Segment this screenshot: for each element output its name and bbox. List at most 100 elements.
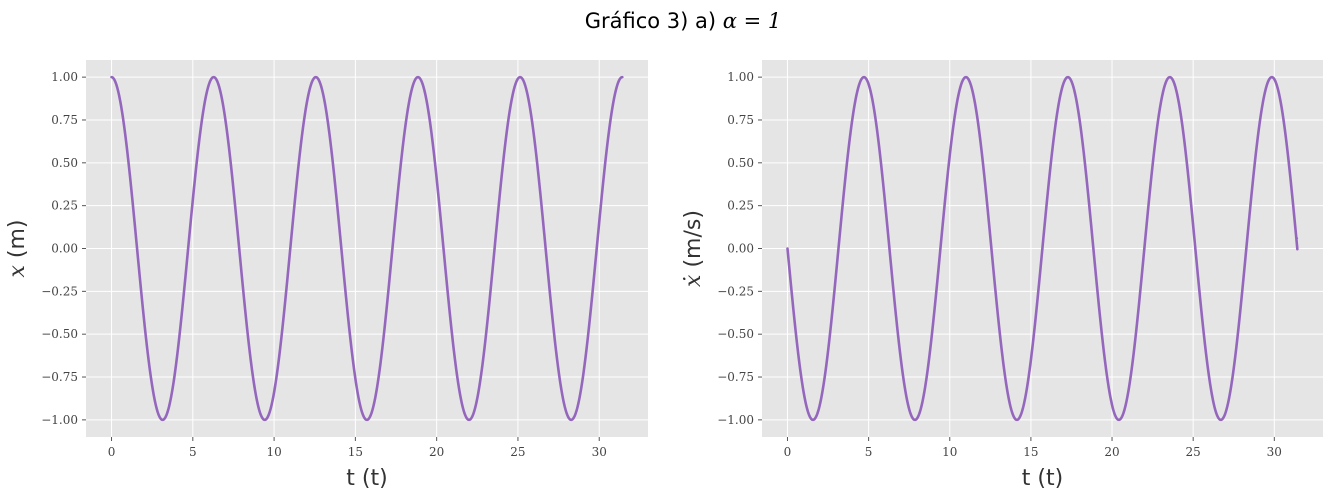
y-axis-label-unit: (m) <box>5 219 30 265</box>
x-tick-label: 30 <box>1267 445 1282 459</box>
y-tick-label: 0.75 <box>727 113 754 127</box>
data-point <box>212 76 215 78</box>
data-point <box>824 369 827 371</box>
data-point <box>442 247 445 250</box>
data-point <box>136 247 138 250</box>
y-tick-label: −0.50 <box>41 327 78 341</box>
data-point <box>544 247 547 250</box>
x-axis-label: t (t) <box>1022 466 1063 491</box>
y-tick-label: 0.50 <box>51 156 78 170</box>
y-tick-label: −0.50 <box>717 327 754 341</box>
data-point <box>1143 247 1146 250</box>
y-tick-label: −0.25 <box>717 284 754 298</box>
data-point <box>1296 237 1299 240</box>
data-point <box>110 76 113 78</box>
data-point <box>481 369 483 371</box>
data-point <box>1271 76 1273 78</box>
data-point <box>506 126 509 128</box>
data-point <box>1016 419 1018 421</box>
data-point <box>187 247 189 250</box>
data-point <box>621 76 624 78</box>
data-point <box>123 126 126 128</box>
data-point <box>1041 247 1044 250</box>
data-point <box>493 247 496 250</box>
data-point <box>468 419 470 421</box>
data-point <box>914 419 916 421</box>
data-point <box>1079 126 1082 128</box>
data-point <box>812 419 814 421</box>
data-point <box>608 126 611 128</box>
y-tick-label: −0.75 <box>41 370 78 384</box>
data-point <box>1258 126 1260 128</box>
y-tick-label: 0.50 <box>727 156 754 170</box>
data-point <box>263 419 266 421</box>
data-point <box>1003 369 1005 371</box>
data-point <box>1092 247 1095 250</box>
data-point <box>200 126 202 128</box>
data-point <box>570 419 572 421</box>
x-tick-label: 0 <box>784 445 792 459</box>
data-point <box>1245 247 1248 250</box>
data-point <box>1181 126 1184 128</box>
y-tick-label: 1.00 <box>727 70 754 84</box>
x-tick-label: 10 <box>266 445 281 459</box>
data-point <box>901 369 904 371</box>
x-tick-label: 20 <box>1104 445 1119 459</box>
data-point <box>455 369 458 371</box>
x-tick-label: 5 <box>189 445 197 459</box>
x-tick-label: 25 <box>510 445 525 459</box>
y-tick-label: −1.00 <box>41 413 78 427</box>
y-axis-label: x (m) <box>5 219 30 277</box>
data-point <box>965 76 967 78</box>
data-point <box>926 369 929 371</box>
data-point <box>519 76 521 78</box>
data-point <box>225 126 228 128</box>
x-tick-label: 30 <box>592 445 607 459</box>
data-point <box>837 247 840 250</box>
y-tick-label: 1.00 <box>51 70 78 84</box>
x-tick-label: 15 <box>348 445 363 459</box>
y-tick-label: 0.25 <box>51 199 78 213</box>
y-axis-label-symbol: x <box>5 265 30 278</box>
data-point <box>850 126 853 128</box>
data-point <box>429 126 432 128</box>
x-tick-label: 25 <box>1186 445 1201 459</box>
data-point <box>391 247 394 250</box>
y-tick-label: −0.25 <box>41 284 78 298</box>
y-tick-label: −1.00 <box>717 413 754 427</box>
data-point <box>1156 126 1158 128</box>
data-point <box>378 369 381 371</box>
data-point <box>366 419 368 421</box>
data-point <box>174 369 177 371</box>
data-point <box>149 369 151 371</box>
y-axis-label-unit: (m/s) <box>681 210 706 274</box>
data-point <box>1105 369 1107 371</box>
y-axis-label-symbol: ẋ <box>681 274 706 287</box>
data-point <box>1207 369 1209 371</box>
x-tick-label: 0 <box>108 445 116 459</box>
data-point <box>532 126 534 128</box>
y-tick-label: −0.75 <box>717 370 754 384</box>
data-point <box>888 247 891 250</box>
data-point <box>327 126 330 128</box>
data-point <box>1283 126 1286 128</box>
y-tick-label: 0.00 <box>727 242 754 256</box>
data-point <box>404 126 406 128</box>
data-point <box>1194 247 1197 250</box>
data-point <box>315 76 317 78</box>
x-tick-label: 5 <box>865 445 873 459</box>
x-tick-label: 15 <box>1023 445 1038 459</box>
data-point <box>1028 369 1031 371</box>
y-axis-label: ẋ (m/s) <box>681 210 706 287</box>
data-point <box>1219 419 1222 421</box>
y-tick-label: 0.25 <box>727 199 754 213</box>
y-tick-label: 0.75 <box>51 113 78 127</box>
figure-title: Gráfico 3) a) α = 1 <box>585 9 782 33</box>
x-tick-label: 20 <box>429 445 444 459</box>
data-point <box>863 76 865 78</box>
data-point <box>302 126 304 128</box>
data-point <box>276 369 279 371</box>
y-tick-label: 0.00 <box>51 242 78 256</box>
data-point <box>353 369 355 371</box>
